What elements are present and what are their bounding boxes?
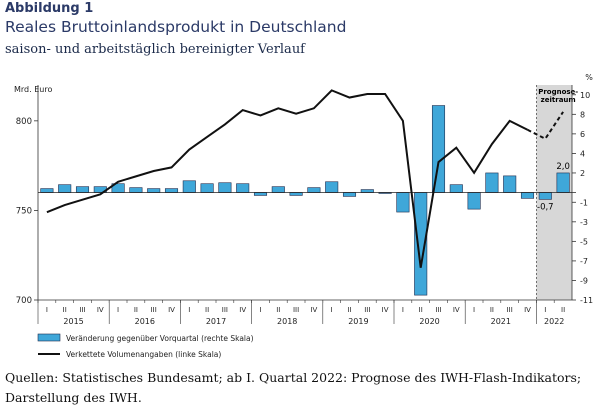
- source-note: Quellen: Statistisches Bundesamt; ab I. …: [5, 370, 582, 405]
- quarter-label: IV: [168, 306, 175, 314]
- quarter-label: II: [561, 306, 565, 314]
- quarter-label: II: [63, 306, 67, 314]
- right-tick-label: -5: [580, 237, 588, 246]
- quarter-label: II: [490, 306, 494, 314]
- quarter-label: III: [151, 306, 157, 314]
- right-tick-label: -7: [580, 257, 588, 266]
- quarter-label: III: [79, 306, 85, 314]
- figure-label: Abbildung 1: [5, 1, 94, 16]
- right-tick-label: -1: [580, 198, 588, 207]
- quarter-label: II: [276, 306, 280, 314]
- bar-quarter-change: [485, 172, 499, 193]
- chart-title: Reales Bruttoinlandsprodukt in Deutschla…: [5, 18, 347, 36]
- right-tick-label: 4: [580, 149, 585, 158]
- forecast-label: zeitraum: [541, 96, 576, 104]
- quarter-label: IV: [382, 306, 389, 314]
- bar-quarter-change: [218, 182, 232, 193]
- bar-quarter-change: [503, 175, 517, 193]
- quarter-label: III: [435, 306, 441, 314]
- left-tick-label: 800: [16, 117, 32, 127]
- year-label: 2017: [206, 317, 226, 326]
- quarter-label: I: [46, 306, 48, 314]
- right-tick-label: 2: [580, 169, 585, 178]
- bar-quarter-change: [58, 184, 72, 193]
- quarter-label: II: [347, 306, 351, 314]
- quarter-label: III: [293, 306, 299, 314]
- bar-quarter-change: [520, 192, 535, 199]
- legend-bar-label: Veränderung gegenüber Vorquartal (rechte…: [66, 334, 254, 343]
- bar-quarter-change: [431, 105, 446, 193]
- quarter-label: II: [419, 306, 423, 314]
- bar-quarter-change: [164, 188, 179, 193]
- quarter-label: IV: [239, 306, 246, 314]
- bar-quarter-change: [449, 184, 463, 193]
- quarter-label: I: [544, 306, 546, 314]
- right-tick-label: -9: [580, 276, 588, 285]
- bar-quarter-change: [360, 189, 374, 193]
- legend-bar-swatch: [37, 333, 61, 342]
- bar-quarter-change: [129, 187, 143, 193]
- bar-quarter-change: [75, 186, 90, 193]
- right-tick-label: 6: [580, 130, 585, 139]
- quarter-label: I: [402, 306, 404, 314]
- quarter-label: IV: [310, 306, 317, 314]
- quarter-label: III: [222, 306, 228, 314]
- quarter-label: IV: [453, 306, 460, 314]
- quarter-label: II: [134, 306, 138, 314]
- bar-quarter-change: [147, 188, 161, 193]
- bar-quarter-change: [556, 172, 570, 193]
- year-label: 2019: [348, 317, 368, 326]
- right-tick-label: -11: [580, 296, 593, 305]
- bar-quarter-change: [325, 181, 339, 193]
- quarter-label: IV: [524, 306, 531, 314]
- quarter-label: I: [259, 306, 261, 314]
- quarter-label: III: [364, 306, 370, 314]
- volume-line: [46, 89, 528, 268]
- bar-quarter-change: [253, 192, 268, 196]
- bar-quarter-change: [182, 180, 196, 193]
- quarter-label: I: [117, 306, 119, 314]
- left-axis-unit: Mrd. Euro: [14, 85, 52, 94]
- year-label: 2015: [63, 317, 83, 326]
- forecast-label: Prognose-: [538, 88, 578, 96]
- quarter-label: I: [188, 306, 190, 314]
- bar-quarter-change: [289, 192, 303, 196]
- chart-subtitle: saison- und arbeitstäglich bereinigter V…: [5, 42, 305, 57]
- data-label: 2,0: [556, 162, 570, 172]
- bar-quarter-change: [271, 186, 285, 193]
- year-label: 2020: [419, 317, 439, 326]
- bar-quarter-change: [200, 183, 214, 193]
- right-axis-unit: %: [585, 73, 593, 82]
- bar-quarter-change: [396, 192, 410, 213]
- bar-quarter-change: [538, 192, 552, 200]
- bar-quarter-change: [467, 192, 481, 210]
- bar-quarter-change: [342, 192, 357, 197]
- bar-quarter-change: [236, 183, 250, 193]
- right-tick-label: -3: [580, 218, 588, 227]
- quarter-label: IV: [97, 306, 104, 314]
- bar-quarter-change: [307, 187, 321, 193]
- year-label: 2016: [135, 317, 155, 326]
- year-label: 2022: [544, 317, 564, 326]
- quarter-label: III: [507, 306, 513, 314]
- quarter-label: I: [473, 306, 475, 314]
- data-label: -0,7: [537, 202, 554, 212]
- left-tick-label: 700: [16, 296, 32, 306]
- quarter-label: I: [331, 306, 333, 314]
- left-tick-label: 750: [16, 206, 32, 216]
- bar-quarter-change: [40, 188, 54, 193]
- year-label: 2021: [491, 317, 511, 326]
- legend-line-label: Verkettete Volumenangaben (linke Skala): [66, 350, 221, 359]
- right-tick-label: 8: [580, 110, 585, 119]
- year-label: 2018: [277, 317, 297, 326]
- right-tick-label: 10: [580, 91, 590, 100]
- gdp-chart: Prognose-zeitraum Mrd. Euro% 700 750 800 10 8 6…: [14, 73, 593, 359]
- quarter-label: II: [205, 306, 209, 314]
